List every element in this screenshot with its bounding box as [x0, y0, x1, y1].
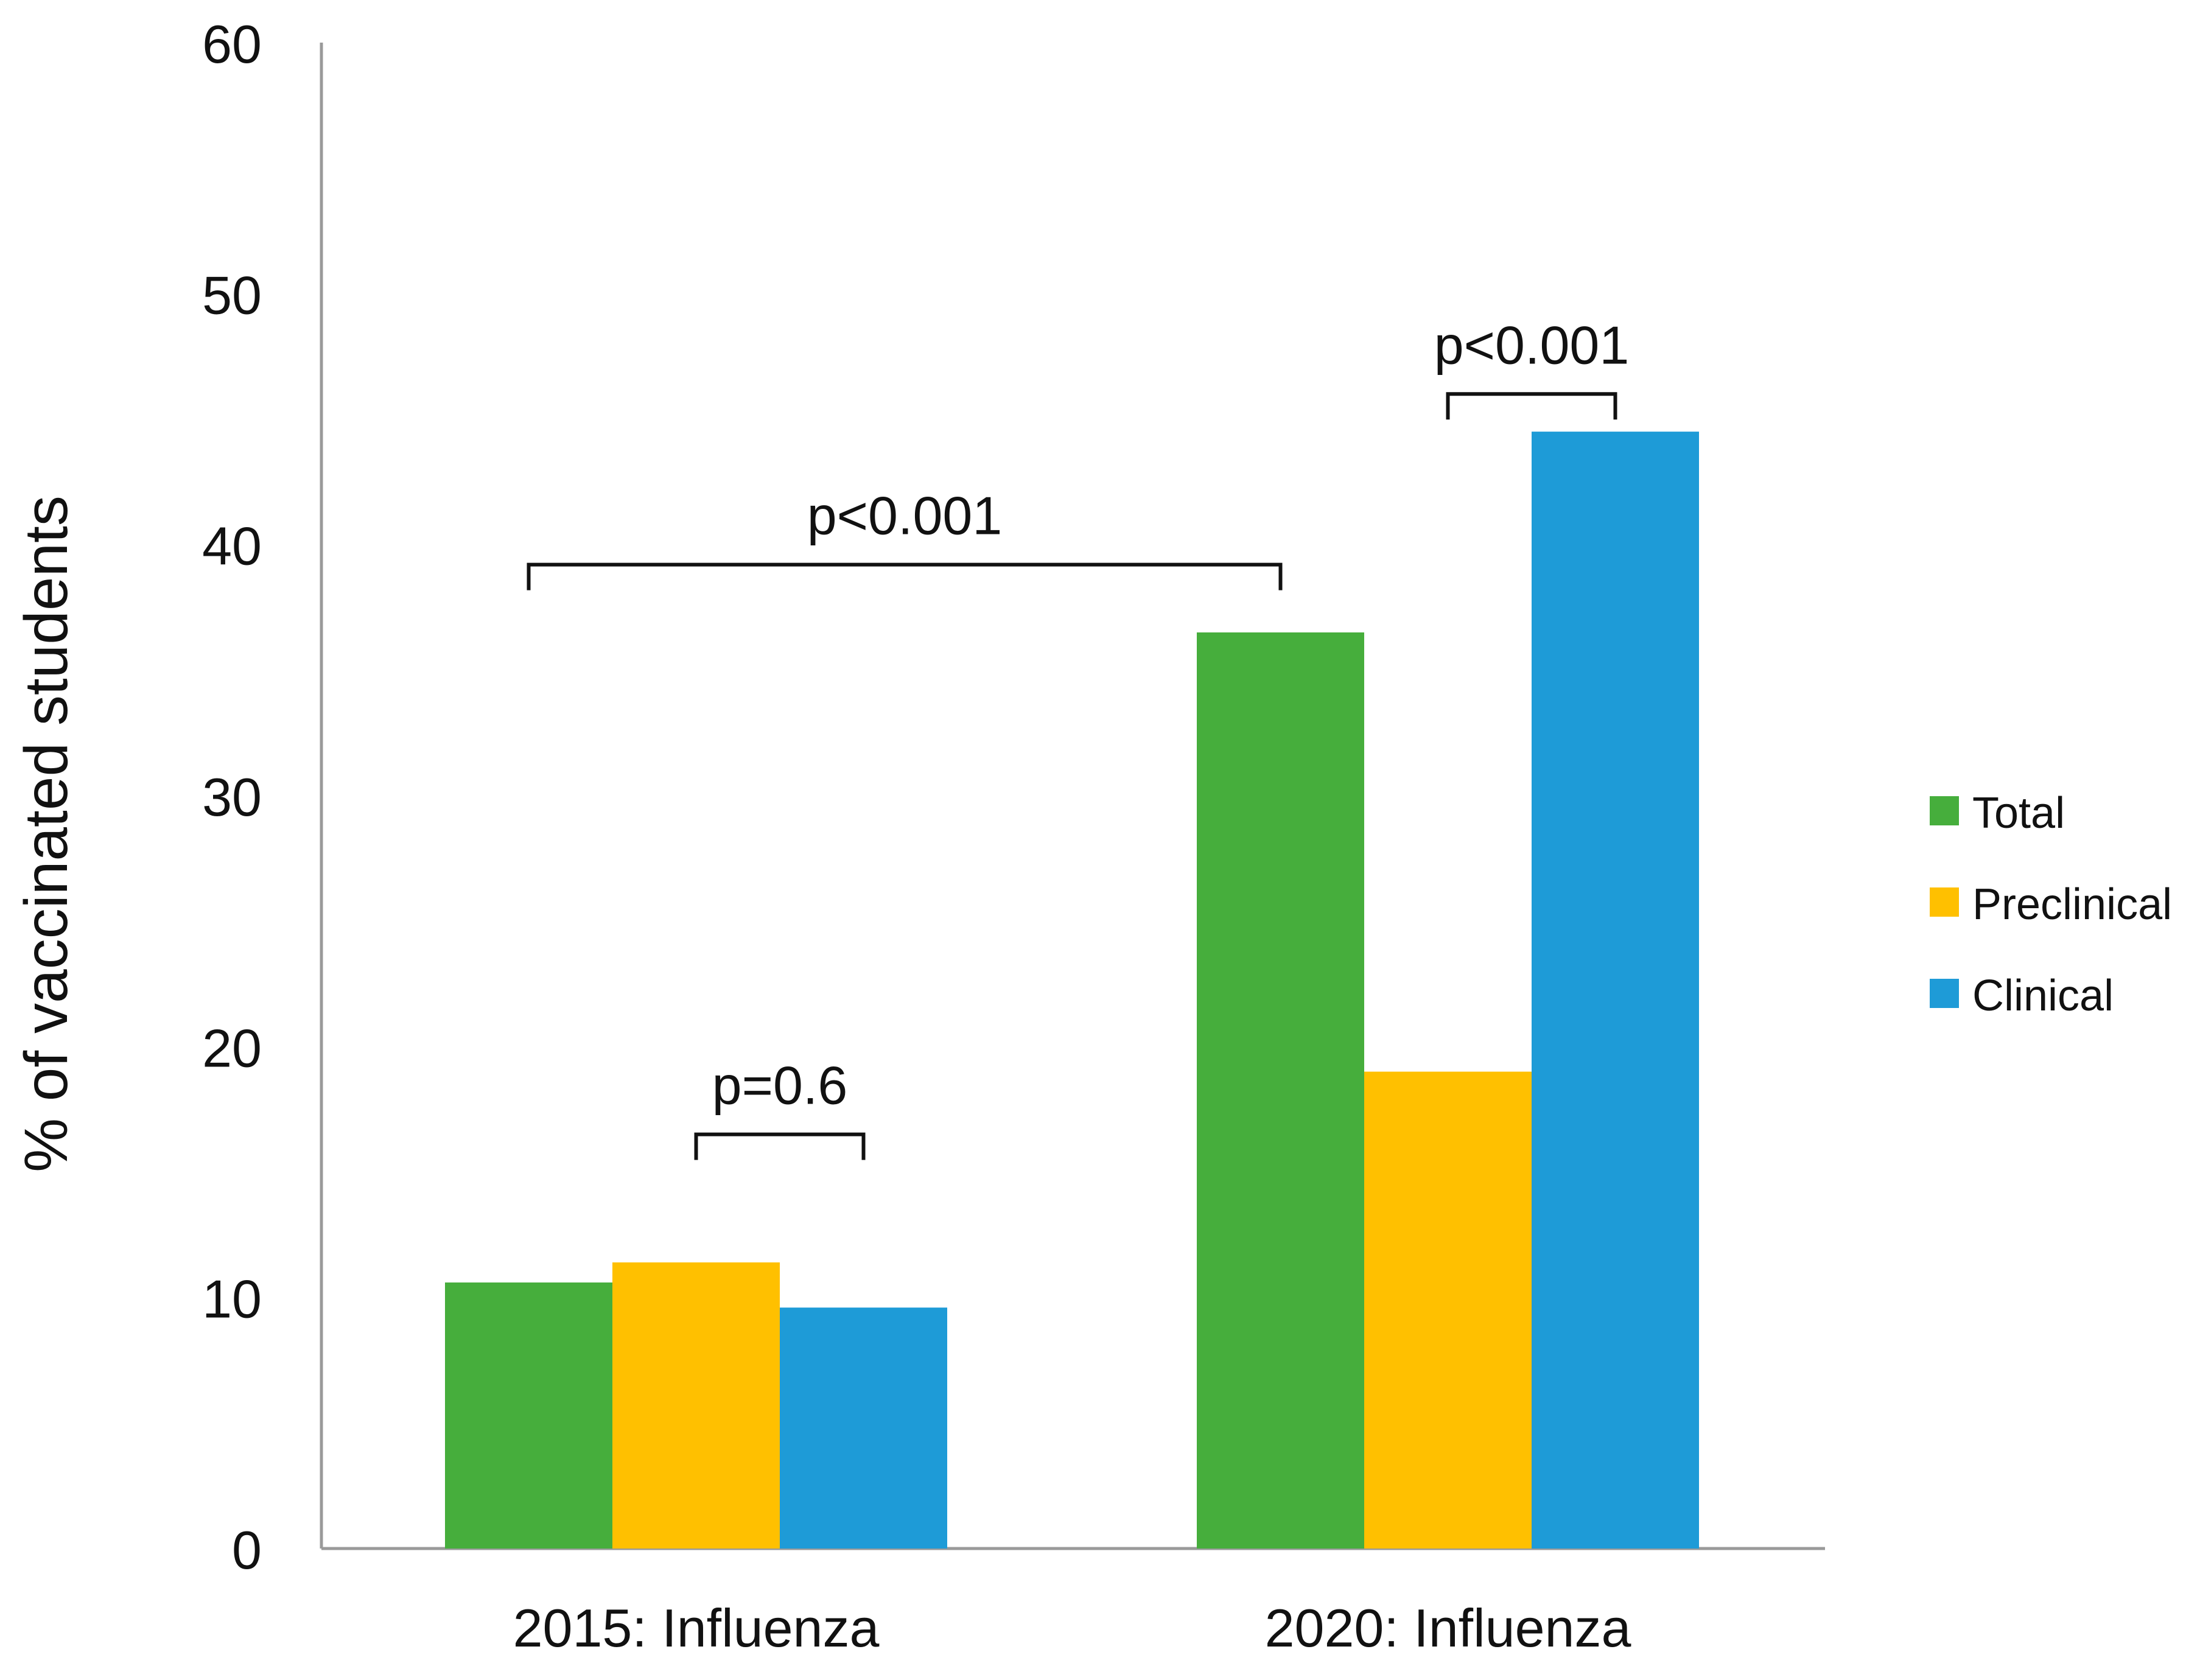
x-tick-label: 2015: Influenza: [513, 1598, 880, 1658]
legend-label: Total: [1972, 789, 2065, 838]
bar-preclinical-1: [1364, 1071, 1532, 1549]
legend-label: Preclinical: [1972, 880, 2172, 929]
y-tick-label: 50: [202, 265, 262, 325]
y-tick-label: 60: [202, 14, 262, 74]
y-tick-label: 20: [202, 1018, 262, 1078]
significance-bracket: [694, 1132, 866, 1160]
significance-bracket: [1446, 392, 1617, 420]
bars: [445, 432, 1699, 1549]
bar-total-1: [1197, 632, 1364, 1549]
significance-annotations: p=0.6 p<0.001 p<0.001: [527, 315, 1630, 1160]
bar-total-0: [445, 1282, 612, 1549]
legend-swatch-clinical: [1930, 979, 1959, 1008]
legend-swatch-preclinical: [1930, 887, 1959, 917]
y-tick-label: 40: [202, 516, 262, 576]
x-tick-label: 2020: Influenza: [1265, 1598, 1631, 1658]
y-tick-label: 10: [202, 1269, 262, 1329]
significance-bracket: [527, 562, 1283, 590]
y-tick-label: 0: [232, 1520, 262, 1580]
p-value-label: p=0.6: [712, 1055, 848, 1116]
y-axis-label: % of vaccinated students: [12, 495, 80, 1172]
x-axis: 2015: Influenza 2020: Influenza: [321, 1547, 1825, 1658]
bar-clinical-0: [780, 1307, 947, 1549]
legend-label: Clinical: [1972, 971, 2114, 1020]
y-tick-label: 30: [202, 767, 262, 827]
bar-preclinical-0: [612, 1262, 780, 1549]
p-value-label: p<0.001: [1434, 315, 1630, 375]
legend-swatch-total: [1930, 796, 1959, 825]
p-value-label: p<0.001: [807, 486, 1003, 546]
y-axis: 0 10 20 30 40 50 60: [202, 14, 323, 1580]
bar-clinical-1: [1532, 432, 1699, 1549]
legend: Total Preclinical Clinical: [1930, 789, 2172, 1020]
